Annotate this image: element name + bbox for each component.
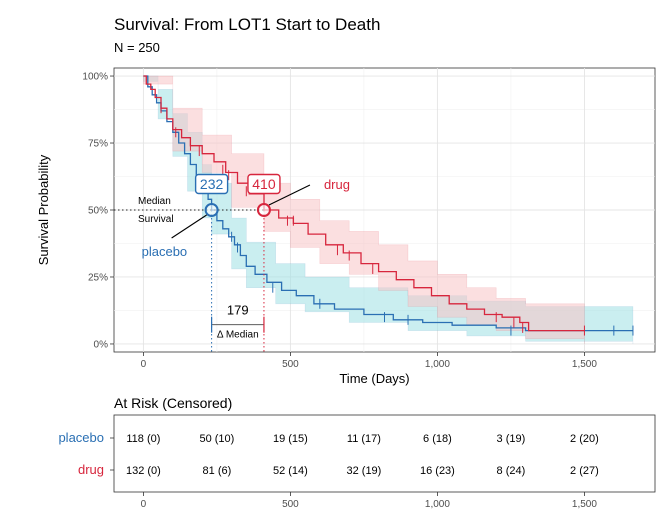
- km-plot: 0 500 1,000 1,500 0% 25% 50% 75% 100% Time (Days)…: [36, 67, 656, 386]
- chart-subtitle: N = 250: [114, 40, 160, 55]
- median-note-line-1: Median: [138, 196, 171, 207]
- risk-cell: 132 (0): [126, 465, 161, 477]
- risk-cell: 11 (17): [347, 433, 381, 445]
- drug-annotation: drug: [324, 177, 350, 192]
- y-tick-label: 0%: [94, 339, 109, 350]
- risk-x-tick-label: 0: [141, 499, 147, 510]
- x-tick-label: 0: [141, 359, 147, 370]
- placebo-median-marker: [204, 203, 219, 217]
- y-axis-label: Survival Probability: [36, 154, 51, 265]
- placebo-annotation: placebo: [142, 244, 188, 259]
- placebo-median-label-box: [194, 173, 229, 195]
- risk-cell: 2 (27): [570, 465, 599, 477]
- risk-cell: 8 (24): [497, 465, 526, 477]
- placebo-median-label: 232: [200, 176, 224, 192]
- risk-cell: 118 (0): [126, 433, 160, 445]
- risk-x-tick-label: 1,500: [572, 499, 597, 510]
- risk-cell: 32 (19): [346, 465, 381, 477]
- risk-cell: 2 (20): [570, 433, 599, 445]
- y-tick-label: 75%: [88, 139, 108, 150]
- risk-cell: 6 (18): [423, 433, 452, 445]
- placebo-leader-line: [171, 214, 207, 239]
- y-tick-label: 50%: [88, 206, 108, 217]
- x-axis-label: Time (Days): [339, 371, 409, 386]
- drug-median-label: 410: [252, 176, 276, 192]
- x-tick-label: 1,500: [572, 359, 597, 370]
- x-tick-label: 1,000: [425, 359, 450, 370]
- risk-x-tick-label: 500: [282, 499, 299, 510]
- risk-cell: 3 (19): [497, 433, 526, 445]
- delta-value: 179: [227, 303, 249, 318]
- risk-table-title: At Risk (Censored): [114, 395, 233, 411]
- median-note-line-2: Survival: [138, 214, 174, 225]
- y-tick-label: 25%: [88, 272, 108, 283]
- risk-panel: [113, 414, 656, 493]
- risk-row-label-drug: drug: [78, 462, 104, 477]
- risk-cell: 16 (23): [420, 465, 455, 477]
- drug-median-label-box: [247, 173, 281, 195]
- x-tick-label: 500: [282, 359, 299, 370]
- delta-label: Δ Median: [217, 330, 259, 341]
- risk-cell: 81 (6): [203, 465, 232, 477]
- risk-table: placebo 118 (0) 50 (10) 19 (15) 11 (17) 6 (18…: [58, 414, 656, 510]
- risk-x-tick-label: 1,000: [425, 499, 450, 510]
- drug-median-marker: [256, 203, 271, 217]
- drug-leader-line: [268, 184, 311, 206]
- risk-row-label-placebo: placebo: [58, 430, 104, 445]
- placebo-survival-line: [143, 75, 633, 332]
- chart-title: Survival: From LOT1 Start to Death: [114, 15, 381, 34]
- y-tick-label: 100%: [82, 72, 108, 83]
- risk-cell: 52 (14): [273, 465, 308, 477]
- drug-survival-line: [143, 75, 585, 332]
- risk-cell: 19 (15): [273, 433, 308, 445]
- risk-cell: 50 (10): [199, 433, 234, 445]
